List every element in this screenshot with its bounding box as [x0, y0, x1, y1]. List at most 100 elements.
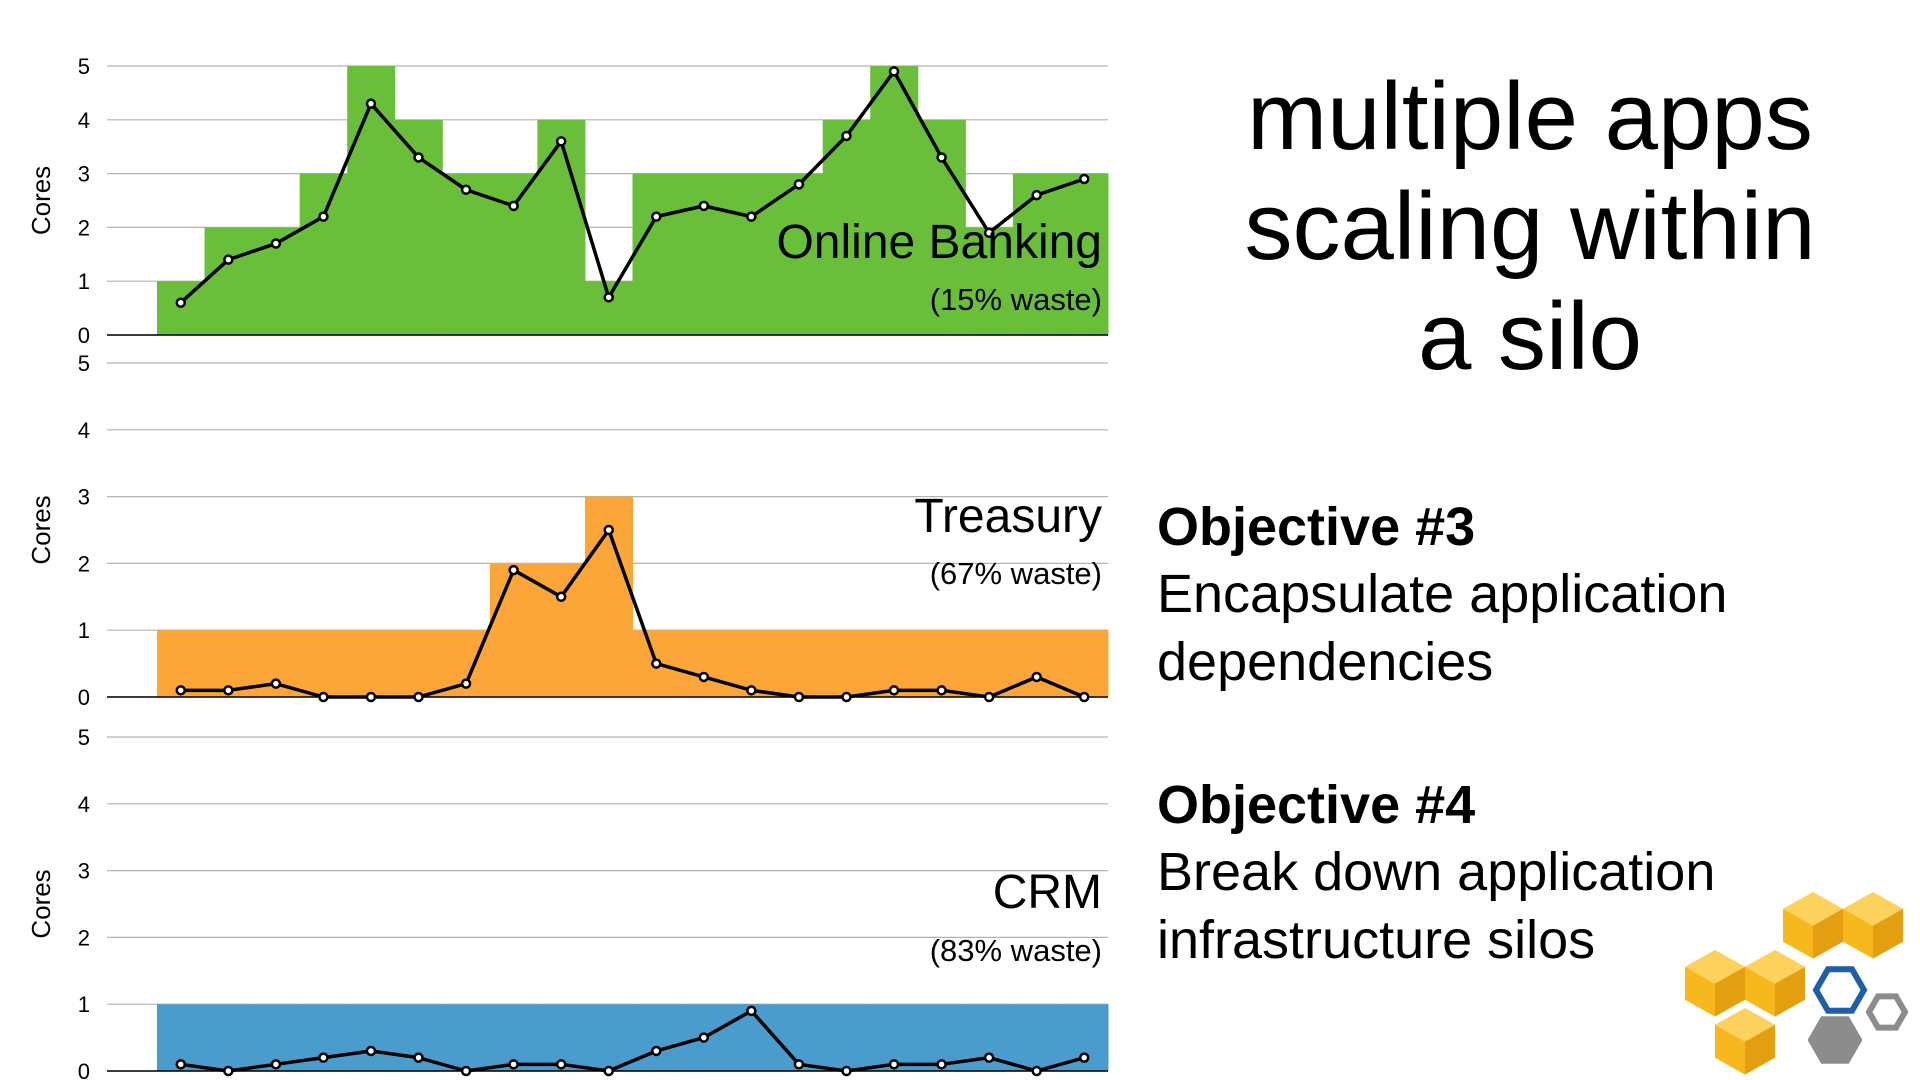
usage-point	[223, 254, 234, 265]
usage-point	[603, 1065, 614, 1077]
chart-1: 0 1 2 3 4 5 Cores Online Banking (15% waste)	[26, 54, 1109, 348]
usage-point	[1031, 1065, 1042, 1077]
objective-3-heading: Objective #3	[1157, 497, 1476, 557]
allocated-bar	[775, 630, 824, 697]
aws-cubes-logo-icon	[1685, 892, 1909, 1075]
usage-point	[555, 1059, 567, 1070]
allocated-bar	[1060, 630, 1109, 697]
y-axis-label: Cores	[26, 495, 56, 564]
title-line-2: scaling within	[1244, 173, 1816, 280]
allocated-bar	[347, 66, 396, 335]
allocated-bar	[584, 1004, 633, 1071]
allocated-bar	[347, 1004, 396, 1071]
cube-shape	[1745, 950, 1805, 1017]
usage-point	[888, 685, 900, 696]
allocated-bar	[822, 630, 871, 697]
allocated-bar	[299, 173, 348, 335]
usage-point	[936, 685, 947, 696]
allocated-bar	[1012, 173, 1061, 335]
y-axis-label: Cores	[26, 869, 56, 938]
allocated-bar	[870, 66, 919, 335]
allocated-bar	[727, 173, 776, 335]
usage-point	[318, 691, 329, 703]
y-tick-label: 2	[78, 551, 90, 576]
objective-4: Objective #4 Break down application infr…	[1157, 772, 1877, 974]
allocated-bar	[204, 227, 253, 335]
y-tick-label: 1	[78, 992, 90, 1017]
usage-point	[793, 691, 805, 703]
usage-point	[888, 1059, 900, 1070]
title-line-3: a silo	[1417, 283, 1643, 390]
y-tick-label: 2	[78, 925, 90, 950]
waste-label: (83% waste)	[930, 933, 1102, 968]
usage-point	[413, 1052, 424, 1063]
usage-point	[746, 685, 757, 696]
y-tick-label: 5	[78, 54, 90, 79]
usage-point	[270, 1059, 282, 1070]
usage-point	[365, 98, 377, 109]
app-name-label: Treasury	[914, 490, 1102, 543]
usage-point	[508, 1059, 519, 1070]
y-tick-label: 5	[78, 725, 90, 750]
usage-point	[413, 152, 424, 163]
usage-point	[175, 297, 187, 308]
y-tick-label: 3	[78, 485, 90, 510]
allocated-bar	[822, 119, 871, 335]
usage-point	[460, 1065, 472, 1077]
objective-4-line-1: Break down application	[1157, 842, 1716, 902]
objective-3-line-2: dependencies	[1157, 632, 1494, 692]
usage-point	[983, 1052, 995, 1063]
usage-point	[1031, 189, 1042, 201]
usage-point	[841, 691, 852, 703]
allocated-bar	[537, 563, 586, 697]
usage-point	[793, 1059, 805, 1070]
usage-point	[651, 1045, 662, 1057]
allocated-bar	[822, 1004, 871, 1071]
allocated-bar	[680, 173, 729, 335]
waste-label: (67% waste)	[930, 556, 1102, 591]
y-axis-label: Cores	[26, 166, 56, 235]
allocated-bar	[394, 119, 443, 335]
app-name-label: Online Banking	[776, 216, 1102, 269]
allocated-bar	[204, 1004, 253, 1071]
allocated-bar	[442, 1004, 491, 1071]
usage-point	[698, 200, 710, 212]
usage-point	[318, 1052, 329, 1063]
usage-point	[983, 691, 995, 703]
usage-line	[179, 69, 1085, 305]
allocated-bar	[965, 227, 1014, 335]
allocated-bar	[775, 173, 824, 335]
usage-point	[793, 179, 805, 190]
usage-point	[270, 678, 282, 689]
allocated-bar	[489, 563, 538, 697]
y-tick-label: 3	[78, 859, 90, 884]
usage-point	[888, 66, 900, 77]
y-tick-label: 2	[78, 215, 90, 240]
usage-line	[180, 528, 1085, 699]
y-tick-label: 0	[78, 323, 90, 348]
allocated-bar	[537, 119, 586, 335]
y-tick-label: 1	[78, 269, 90, 294]
allocated-bar	[680, 630, 729, 697]
usage-point	[651, 658, 662, 669]
y-tick-label: 3	[78, 162, 90, 187]
cube-shape	[1685, 950, 1745, 1017]
usage-point	[603, 292, 614, 303]
usage-point	[698, 671, 710, 683]
allocated-bar	[299, 630, 348, 697]
allocated-bar	[347, 630, 396, 697]
chart-3: 0 1 2 3 4 5 Cores CRM (83% waste)	[26, 725, 1109, 1080]
usage-point	[223, 685, 234, 696]
usage-point	[936, 152, 947, 163]
usage-point	[508, 564, 519, 576]
usage-point	[841, 1065, 852, 1077]
usage-point	[365, 1045, 377, 1057]
y-tick-label: 1	[78, 618, 90, 643]
usage-point	[175, 1059, 187, 1070]
usage-point	[603, 524, 614, 536]
usage-point	[460, 678, 472, 689]
objective-4-heading: Objective #4	[1157, 775, 1476, 835]
hexagon-shape	[1865, 993, 1909, 1031]
usage-point	[1078, 691, 1090, 703]
objective-3-line-1: Encapsulate application	[1157, 564, 1728, 624]
